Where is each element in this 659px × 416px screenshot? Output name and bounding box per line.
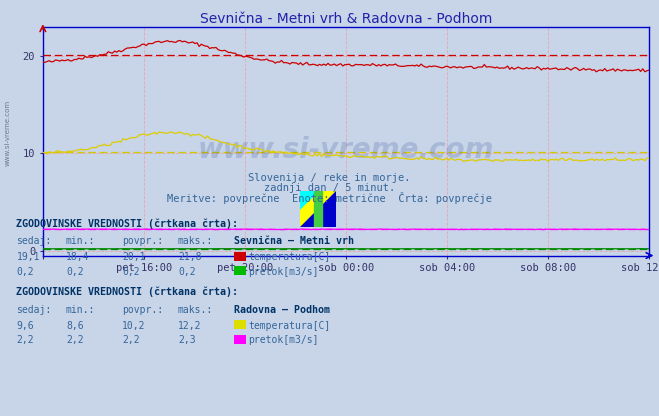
Text: min.:: min.: <box>66 305 96 315</box>
Text: Sevnična – Metni vrh: Sevnična – Metni vrh <box>234 236 354 246</box>
Text: ZGODOVINSKE VREDNOSTI (črtkana črta):: ZGODOVINSKE VREDNOSTI (črtkana črta): <box>16 218 239 229</box>
Text: 12,2: 12,2 <box>178 321 202 331</box>
Text: 2,2: 2,2 <box>16 335 34 345</box>
Text: 18,4: 18,4 <box>66 252 90 262</box>
Text: Slovenija / reke in morje.: Slovenija / reke in morje. <box>248 173 411 183</box>
Text: 10,2: 10,2 <box>122 321 146 331</box>
Text: zadnji dan / 5 minut.: zadnji dan / 5 minut. <box>264 183 395 193</box>
Polygon shape <box>314 191 322 227</box>
Text: Meritve: povprečne  Enote: metrične  Črta: povprečje: Meritve: povprečne Enote: metrične Črta:… <box>167 192 492 204</box>
Text: sedaj:: sedaj: <box>16 305 51 315</box>
Text: www.si-vreme.com: www.si-vreme.com <box>198 136 494 164</box>
Text: Radovna – Podhom: Radovna – Podhom <box>234 305 330 315</box>
Text: 20,1: 20,1 <box>122 252 146 262</box>
Text: temperatura[C]: temperatura[C] <box>248 321 331 331</box>
Polygon shape <box>300 191 336 227</box>
Text: min.:: min.: <box>66 236 96 246</box>
Text: 2,2: 2,2 <box>66 335 84 345</box>
Text: temperatura[C]: temperatura[C] <box>248 252 331 262</box>
Text: ZGODOVINSKE VREDNOSTI (črtkana črta):: ZGODOVINSKE VREDNOSTI (črtkana črta): <box>16 287 239 297</box>
Text: 0,2: 0,2 <box>122 267 140 277</box>
Text: pretok[m3/s]: pretok[m3/s] <box>248 335 319 345</box>
Text: 19,1: 19,1 <box>16 252 40 262</box>
Text: 8,6: 8,6 <box>66 321 84 331</box>
Text: maks.:: maks.: <box>178 305 213 315</box>
Text: pretok[m3/s]: pretok[m3/s] <box>248 267 319 277</box>
Text: 2,3: 2,3 <box>178 335 196 345</box>
Title: Sevnična - Metni vrh & Radovna - Podhom: Sevnična - Metni vrh & Radovna - Podhom <box>200 12 492 26</box>
Text: 9,6: 9,6 <box>16 321 34 331</box>
Text: 21,8: 21,8 <box>178 252 202 262</box>
Text: povpr.:: povpr.: <box>122 305 163 315</box>
Text: 0,2: 0,2 <box>178 267 196 277</box>
Text: 2,2: 2,2 <box>122 335 140 345</box>
Text: povpr.:: povpr.: <box>122 236 163 246</box>
Text: www.si-vreme.com: www.si-vreme.com <box>5 100 11 166</box>
Text: 0,2: 0,2 <box>66 267 84 277</box>
Text: maks.:: maks.: <box>178 236 213 246</box>
Polygon shape <box>300 191 318 209</box>
Polygon shape <box>300 191 336 227</box>
Text: sedaj:: sedaj: <box>16 236 51 246</box>
Text: 0,2: 0,2 <box>16 267 34 277</box>
